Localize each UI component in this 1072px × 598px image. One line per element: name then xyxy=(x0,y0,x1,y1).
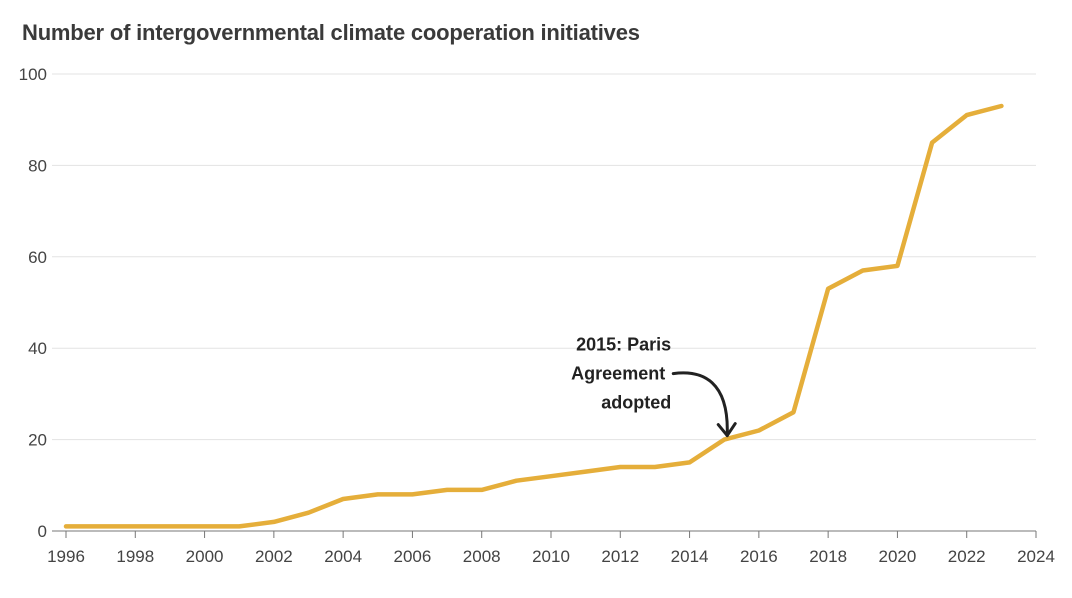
annotation-line-2: adopted xyxy=(601,393,671,413)
y-tick-label-20: 20 xyxy=(28,431,47,450)
y-tick-labels: 0 20 40 60 80 100 xyxy=(19,65,47,541)
x-tick-label-2016: 2016 xyxy=(740,547,778,566)
series-layer xyxy=(63,103,1004,529)
annotation-line-1: Agreement xyxy=(571,364,665,384)
y-tick-label-80: 80 xyxy=(28,156,47,175)
gridlines xyxy=(52,73,1036,441)
series-line-0 xyxy=(63,103,1004,529)
x-tick-label-1996: 1996 xyxy=(47,547,85,566)
x-axis xyxy=(52,530,1037,538)
annotation-line-0: 2015: Paris xyxy=(576,335,671,355)
y-tick-label-40: 40 xyxy=(28,339,47,358)
x-tick-label-2024: 2024 xyxy=(1017,547,1055,566)
x-tick-label-2022: 2022 xyxy=(948,547,986,566)
x-tick-label-2020: 2020 xyxy=(879,547,917,566)
x-tick-label-2006: 2006 xyxy=(394,547,432,566)
x-tick-label-1998: 1998 xyxy=(116,547,154,566)
annotation-paris-agreement: 2015: Paris Agreement adopted xyxy=(571,335,737,438)
x-tick-label-2012: 2012 xyxy=(601,547,639,566)
x-tick-label-2002: 2002 xyxy=(255,547,293,566)
y-tick-label-60: 60 xyxy=(28,248,47,267)
x-tick-label-2010: 2010 xyxy=(532,547,570,566)
annotation-arrow xyxy=(671,371,729,438)
x-tick-label-2018: 2018 xyxy=(809,547,847,566)
chart-title: Number of intergovernmental climate coop… xyxy=(22,20,640,45)
x-tick-label-2000: 2000 xyxy=(186,547,224,566)
x-tick-label-2014: 2014 xyxy=(671,547,709,566)
x-tick-label-2004: 2004 xyxy=(324,547,362,566)
x-tick-label-2008: 2008 xyxy=(463,547,501,566)
y-tick-label-100: 100 xyxy=(19,65,47,84)
x-tick-labels: 1996 1998 2000 2002 2004 2006 2008 2010 2012 2014… xyxy=(47,547,1055,566)
y-tick-label-0: 0 xyxy=(38,522,47,541)
annotation-arrowhead xyxy=(716,422,737,438)
